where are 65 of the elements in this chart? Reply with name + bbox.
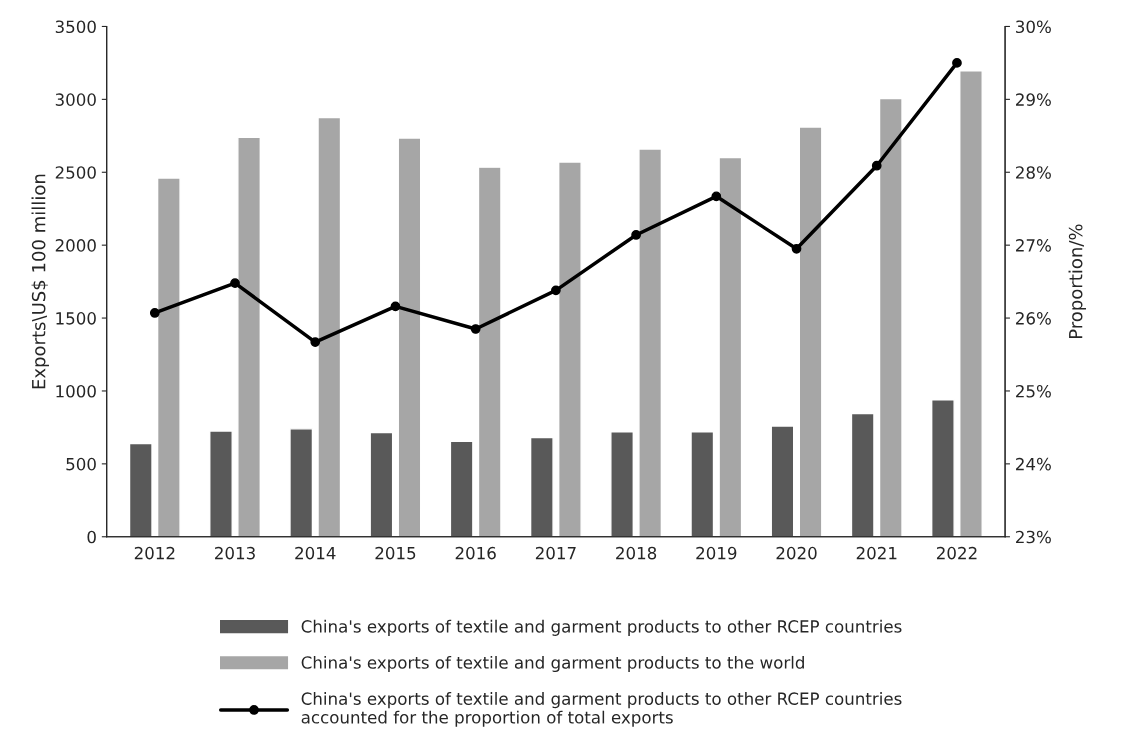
- bar: [128, 442, 153, 537]
- bar: [209, 430, 233, 537]
- bar: [156, 177, 181, 537]
- point: [711, 191, 722, 202]
- y2-axis-title: Proportion/%: [1068, 224, 1086, 339]
- y2-tick-label: 24%: [1016, 457, 1051, 471]
- y2-tick-label: 26%: [1016, 312, 1051, 325]
- point: [310, 337, 321, 347]
- bar: [317, 116, 342, 537]
- y-tick-label: 1000: [56, 384, 96, 398]
- x-tick-label: 2022: [936, 546, 977, 560]
- x-tick-label: 2019: [696, 546, 737, 560]
- point: [149, 308, 160, 318]
- bar: [557, 161, 582, 537]
- x-tick-label: 2017: [535, 546, 576, 560]
- y-tick-label: 3500: [55, 20, 96, 34]
- point: [551, 285, 561, 296]
- x-tick-label: 2021: [856, 546, 897, 560]
- y2-tick-label: 28%: [1016, 166, 1051, 179]
- y2-tick-label: 30%: [1016, 20, 1051, 34]
- y-tick-label: 1500: [56, 312, 96, 325]
- x-tick-label: 2015: [375, 546, 416, 560]
- point: [390, 301, 401, 312]
- y-tick-label: 2500: [55, 166, 96, 179]
- bar: [770, 425, 795, 537]
- y-tick-label: 2000: [55, 239, 96, 252]
- x-tick-label: 2012: [134, 546, 175, 560]
- bar: [718, 156, 743, 537]
- point: [230, 278, 240, 288]
- bar: [798, 126, 823, 537]
- bar: [477, 166, 502, 537]
- legend-label: China's exports of textile and garment products to other RCEP countries: [301, 619, 902, 636]
- y-tick-label: 3000: [55, 93, 96, 106]
- bar: [690, 431, 715, 537]
- bar: [397, 137, 422, 537]
- point: [791, 243, 802, 254]
- legend-label: China's exports of textile and garment products to other RCEP countries accounted for the proportion of total exports: [301, 692, 902, 727]
- y2-tick-label: 23%: [1016, 530, 1051, 544]
- bar: [610, 431, 634, 537]
- y-tick-label: 0: [87, 530, 96, 544]
- y-axis-title: Exports\US$ 100 million: [31, 174, 49, 389]
- y2-tick-label: 29%: [1016, 93, 1051, 106]
- x-tick-label: 2014: [295, 546, 336, 560]
- bar: [878, 97, 903, 537]
- bar: [529, 436, 554, 537]
- bar: [959, 70, 983, 537]
- legend-label: China's exports of textile and garment products to the world: [301, 655, 804, 673]
- bar: [449, 440, 474, 537]
- point: [470, 324, 481, 334]
- x-tick-label: 2016: [455, 546, 496, 560]
- bar: [289, 428, 314, 537]
- x-tick-label: 2013: [215, 546, 255, 560]
- bar: [369, 431, 394, 537]
- bar: [638, 148, 663, 537]
- y-tick-label: 500: [66, 457, 96, 471]
- bar: [850, 412, 875, 537]
- x-tick-label: 2020: [776, 546, 817, 560]
- point: [952, 58, 962, 68]
- point: [871, 160, 882, 171]
- bar: [237, 136, 261, 537]
- bar: [930, 399, 955, 537]
- point: [631, 230, 641, 240]
- y2-tick-label: 27%: [1016, 239, 1051, 252]
- y2-tick-label: 25%: [1016, 384, 1051, 398]
- x-tick-label: 2018: [616, 546, 657, 560]
